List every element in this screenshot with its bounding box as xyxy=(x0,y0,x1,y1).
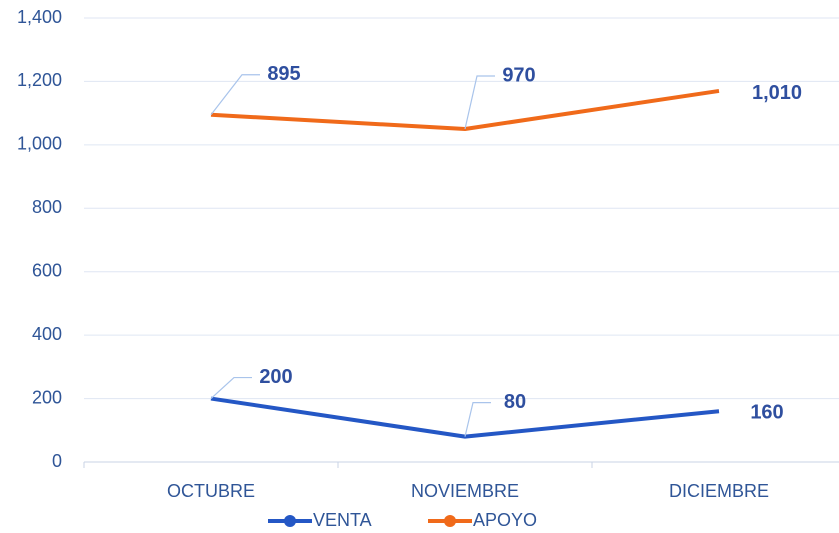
y-tick-label: 0 xyxy=(52,451,62,471)
data-label: 200 xyxy=(259,366,292,388)
data-label: 80 xyxy=(504,391,526,413)
leader-line xyxy=(210,74,260,116)
x-tick-label: NOVIEMBRE xyxy=(411,481,519,501)
y-tick-label: 400 xyxy=(32,324,62,344)
x-tick-label: DICIEMBRE xyxy=(669,481,769,501)
data-label: 1,010 xyxy=(752,82,802,104)
leader-line xyxy=(210,376,252,400)
legend-marker xyxy=(284,515,296,527)
x-tick-label: OCTUBRE xyxy=(167,481,255,501)
legend-label: VENTA xyxy=(313,510,372,530)
y-tick-label: 1,400 xyxy=(17,7,62,27)
y-tick-label: 200 xyxy=(32,387,62,407)
data-label: 160 xyxy=(750,402,783,424)
leader-line xyxy=(464,75,495,130)
y-tick-label: 800 xyxy=(32,197,62,217)
legend-marker xyxy=(444,515,456,527)
data-label: 895 xyxy=(267,63,300,85)
series-line xyxy=(210,396,720,439)
y-tick-label: 600 xyxy=(32,260,62,280)
data-label: 970 xyxy=(502,64,535,86)
y-tick-label: 1,200 xyxy=(17,70,62,90)
leader-line xyxy=(464,402,491,437)
y-tick-label: 1,000 xyxy=(17,134,62,154)
series-line xyxy=(210,88,720,131)
legend-label: APOYO xyxy=(473,510,537,530)
